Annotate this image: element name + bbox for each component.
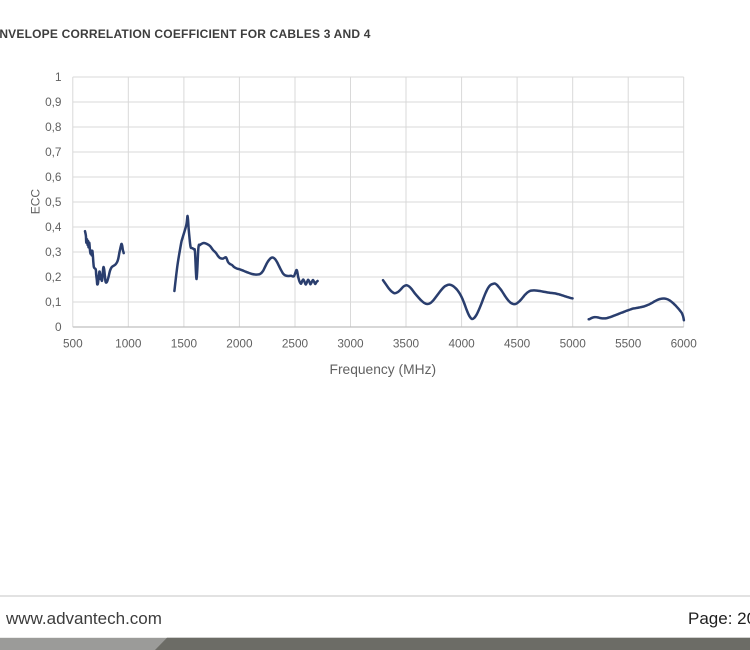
svg-text:4500: 4500 — [504, 337, 531, 351]
svg-text:5500: 5500 — [615, 337, 642, 351]
svg-text:2500: 2500 — [282, 337, 309, 351]
svg-text:0,4: 0,4 — [45, 220, 62, 234]
svg-text:3500: 3500 — [393, 337, 420, 351]
svg-text:0,8: 0,8 — [45, 120, 62, 134]
svg-text:0,5: 0,5 — [45, 195, 62, 209]
svg-text:1: 1 — [55, 70, 62, 84]
svg-text:5000: 5000 — [560, 337, 587, 351]
svg-text:0,3: 0,3 — [45, 245, 62, 259]
svg-text:0,6: 0,6 — [45, 170, 62, 184]
svg-text:ECC: ECC — [29, 189, 43, 215]
svg-text:0,9: 0,9 — [45, 95, 61, 109]
svg-text:0,1: 0,1 — [45, 295, 61, 309]
svg-text:1000: 1000 — [115, 337, 142, 351]
svg-text:3000: 3000 — [337, 337, 364, 351]
svg-text:4000: 4000 — [448, 337, 475, 351]
svg-text:500: 500 — [63, 337, 83, 351]
svg-text:0,7: 0,7 — [45, 145, 61, 159]
svg-text:6000: 6000 — [671, 337, 698, 351]
svg-text:Frequency (MHz): Frequency (MHz) — [330, 362, 437, 377]
svg-text:0,2: 0,2 — [45, 270, 61, 284]
svg-text:2000: 2000 — [226, 337, 253, 351]
svg-text:0: 0 — [55, 320, 62, 334]
svg-text:1500: 1500 — [171, 337, 198, 351]
